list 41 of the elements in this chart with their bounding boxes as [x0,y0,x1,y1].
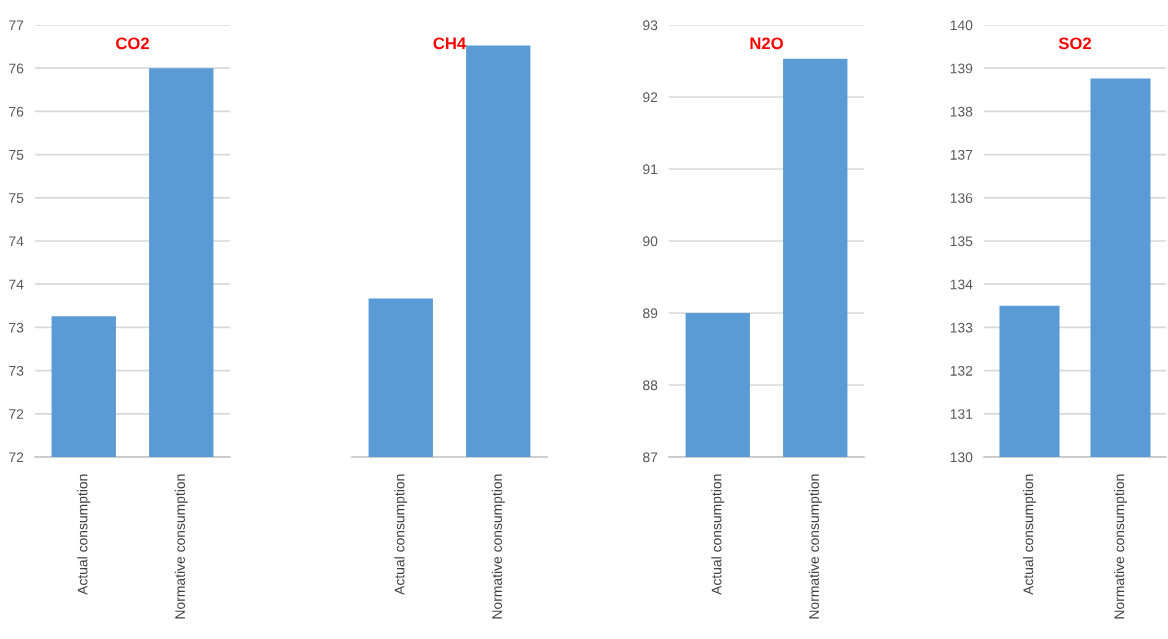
y-tick-label: 130 [950,452,973,463]
y-tick-label: 93 [643,20,658,31]
y-tick-label: 135 [950,236,973,247]
y-tick-label: 73 [9,322,24,333]
y-tick-label: 76 [9,63,24,74]
text: SO2 [1058,37,1092,50]
y-tick-label: 134 [950,279,973,290]
y-tick-label: 72 [9,409,24,419]
y-tick-label: 88 [643,380,658,391]
x-tick-label: Actual consumption [1023,474,1036,595]
text: N2O [750,37,783,50]
y-tick-label: 137 [950,149,973,160]
y-tick-label: 136 [950,193,973,203]
x-tick-label: Normative consumption [491,474,505,619]
y-tick-label: 72 [9,452,24,463]
y-tick-label: 87 [643,452,658,463]
y-tick-label: 138 [950,106,973,117]
y-tick-label: 133 [950,322,973,333]
y-tick-label: 132 [950,365,973,376]
y-tick-label: 74 [9,236,24,247]
y-tick-label: 73 [9,365,24,376]
x-tick-label: Actual consumption [711,474,725,595]
y-tick-label: 89 [643,308,658,319]
text: CO2 [116,37,149,50]
x-tick-label: Normative consumption [174,474,188,619]
y-tick-label: 92 [643,92,658,103]
x-tick-label: Normative consumption [1114,474,1127,619]
y-tick-label: 75 [9,193,24,203]
y-tick-label: 75 [9,150,24,160]
y-tick-label: 74 [9,279,24,290]
y-tick-label: 76 [9,106,24,117]
x-tick-label: Actual consumption [77,474,91,595]
chart-title: CH4 [433,37,467,50]
y-tick-label: 90 [643,236,658,247]
x-tick-label: Normative consumption [808,474,822,619]
x-tick-label: Actual consumption [394,474,408,595]
y-tick-label: 131 [950,409,973,419]
y-tick-label: 139 [950,63,973,74]
y-tick-label: 140 [950,20,973,31]
y-tick-label: 77 [9,20,24,31]
y-tick-label: 91 [643,164,658,175]
